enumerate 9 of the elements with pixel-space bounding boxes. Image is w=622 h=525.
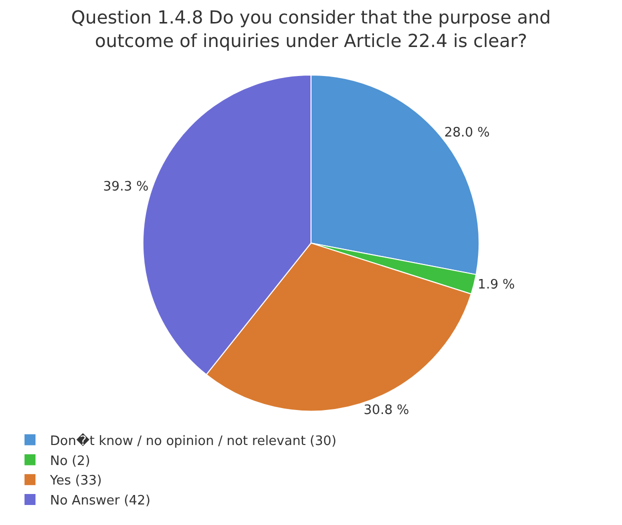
data-label: 30.8 %: [364, 403, 410, 418]
legend-label: No Answer (42): [50, 494, 151, 509]
data-label: 1.9 %: [478, 277, 515, 292]
legend-label: Don�t know / no opinion / not relevant (30): [50, 432, 336, 449]
data-label: 28.0 %: [444, 125, 490, 140]
data-label: 39.3 %: [103, 179, 149, 194]
legend-label: Yes (33): [49, 474, 102, 489]
chart-title: Question 1.4.8 Do you consider that the purpose and outcome of inquiries under Article 22.4 is clear?: [71, 8, 551, 52]
legend-label: No (2): [50, 454, 90, 469]
